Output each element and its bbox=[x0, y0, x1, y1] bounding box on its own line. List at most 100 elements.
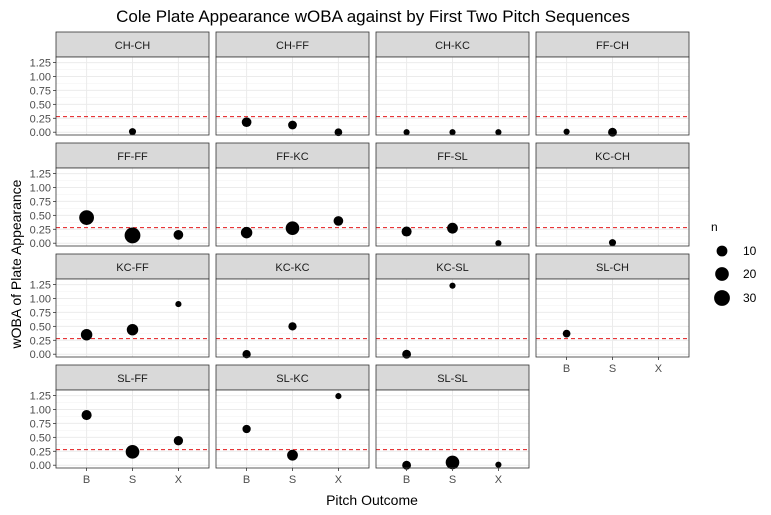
data-point bbox=[563, 128, 570, 135]
data-point bbox=[495, 240, 502, 247]
panel-border bbox=[215, 56, 370, 136]
y-tick-label: 0.50 bbox=[30, 321, 51, 333]
data-point bbox=[128, 128, 137, 136]
chart-title: Cole Plate Appearance wOBA against by Fi… bbox=[116, 7, 630, 26]
facet-panel: SL-FF 0.00 0.25 0.50 0.751.00 1.25 B S X bbox=[30, 364, 210, 486]
facet-label: FF-CH bbox=[596, 40, 629, 52]
facet-label: CH-KC bbox=[435, 40, 470, 52]
facet-strip bbox=[55, 364, 210, 391]
facet-strip bbox=[55, 31, 210, 58]
facet-label: KC-SL bbox=[436, 262, 468, 274]
panel-border bbox=[215, 278, 370, 358]
y-tick-label: 0.00 bbox=[30, 238, 51, 250]
data-point bbox=[495, 461, 502, 468]
facet-strip bbox=[55, 253, 210, 280]
facet-label: KC-CH bbox=[595, 151, 630, 163]
facet-strip bbox=[55, 142, 210, 169]
legend-label: 10 bbox=[743, 244, 757, 258]
y-tick-label: 0.50 bbox=[30, 432, 51, 444]
facet-strip bbox=[535, 31, 690, 58]
facet-panel: FF-CH bbox=[535, 31, 690, 137]
facet-label: CH-FF bbox=[276, 40, 309, 52]
panel-border bbox=[375, 56, 530, 136]
panel-border bbox=[375, 278, 530, 358]
facet-label: FF-FF bbox=[117, 151, 148, 163]
y-tick-label: 1.00 bbox=[30, 183, 51, 195]
x-tick-label: S bbox=[129, 474, 136, 486]
panel-border bbox=[55, 278, 210, 358]
facet-panel: KC-KC bbox=[215, 253, 370, 359]
data-point bbox=[495, 129, 502, 136]
facet-label: SL-KC bbox=[276, 373, 308, 385]
facet-panel: KC-FF 0.00 0.25 0.50 0.751.00 1.25 bbox=[30, 253, 210, 361]
legend-label: 30 bbox=[743, 291, 757, 305]
data-point bbox=[173, 436, 184, 446]
legend-key bbox=[716, 245, 728, 257]
facet-strip bbox=[375, 31, 530, 58]
data-point bbox=[80, 328, 93, 341]
y-tick-label: 0.25 bbox=[30, 446, 51, 458]
y-tick-label: 0.75 bbox=[30, 418, 51, 430]
facet-panel: SL-KC B S X bbox=[215, 364, 370, 486]
facet-strip bbox=[375, 142, 530, 169]
y-tick-label: 1.00 bbox=[30, 405, 51, 417]
legend-title: n bbox=[711, 220, 718, 234]
panel-border bbox=[375, 167, 530, 247]
facet-label: SL-CH bbox=[596, 262, 629, 274]
facet-label: FF-SL bbox=[437, 151, 468, 163]
y-tick-label: 1.00 bbox=[30, 72, 51, 84]
data-point bbox=[608, 127, 617, 137]
data-point bbox=[402, 460, 412, 470]
y-tick-label: 1.00 bbox=[30, 294, 51, 306]
x-tick-label: S bbox=[449, 474, 456, 486]
facet-panel: SL-SL B S X bbox=[375, 364, 530, 486]
y-tick-label: 1.25 bbox=[30, 391, 51, 403]
facet-panel: FF-FF 0.00 0.25 0.50 0.751.00 1.25 bbox=[30, 142, 210, 250]
y-tick-label: 1.25 bbox=[30, 280, 51, 292]
y-tick-label: 0.50 bbox=[30, 99, 51, 111]
data-point bbox=[242, 424, 251, 434]
x-tick-label: B bbox=[403, 474, 410, 486]
panel-border bbox=[55, 56, 210, 136]
y-tick-label: 0.25 bbox=[30, 335, 51, 347]
y-tick-label: 0.25 bbox=[30, 224, 51, 236]
data-point bbox=[173, 230, 184, 240]
facet-panel: CH-KC bbox=[375, 31, 530, 136]
x-axis-title: Pitch Outcome bbox=[326, 492, 418, 508]
facet-strip bbox=[375, 364, 530, 391]
y-tick-label: 0.75 bbox=[30, 85, 51, 97]
facet-panel: FF-SL bbox=[375, 142, 530, 247]
data-point bbox=[79, 210, 94, 225]
data-point bbox=[242, 350, 251, 359]
data-point bbox=[335, 393, 342, 400]
panel-border bbox=[535, 167, 690, 247]
y-tick-label: 1.25 bbox=[30, 169, 51, 181]
data-point bbox=[447, 222, 458, 234]
facet-strip bbox=[535, 253, 690, 280]
panel-border bbox=[535, 56, 690, 136]
facet-panel: KC-CH bbox=[535, 142, 690, 247]
facet-strip bbox=[215, 364, 370, 391]
legend-key bbox=[715, 267, 729, 281]
y-tick-label: 0.75 bbox=[30, 196, 51, 208]
data-point bbox=[285, 221, 300, 235]
facet-panel: FF-KC bbox=[215, 142, 370, 247]
data-point bbox=[402, 349, 412, 359]
data-point bbox=[124, 227, 141, 244]
data-point bbox=[333, 216, 344, 226]
facet-panel: CH-CH 0.00 0.25 0.50 0.751.00 1.25 bbox=[30, 31, 210, 139]
data-point bbox=[240, 226, 253, 239]
data-point bbox=[81, 410, 92, 421]
facet-label: FF-KC bbox=[276, 151, 308, 163]
size-legend: n 10 20 30 bbox=[711, 220, 757, 306]
data-point bbox=[288, 322, 297, 331]
data-point bbox=[241, 117, 252, 128]
data-point bbox=[562, 329, 571, 338]
facet-strip bbox=[535, 142, 690, 169]
facet-panel: CH-FF bbox=[215, 31, 370, 137]
x-tick-label: X bbox=[655, 363, 663, 375]
facet-strip bbox=[375, 253, 530, 280]
legend-label: 20 bbox=[743, 267, 757, 281]
